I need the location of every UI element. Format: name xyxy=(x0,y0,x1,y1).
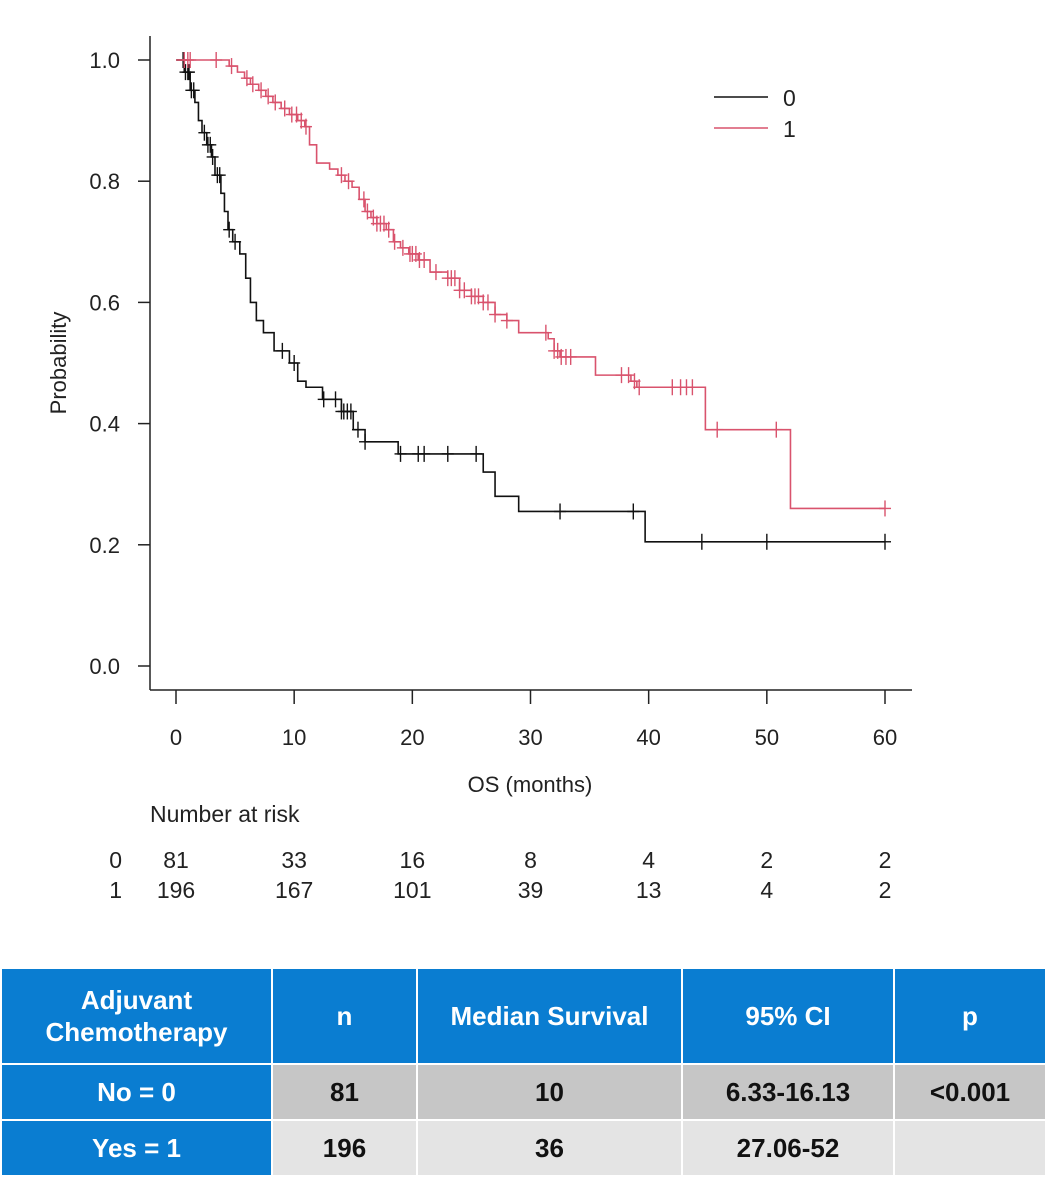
risk-count: 196 xyxy=(157,877,195,903)
header-95-ci: 95% CI xyxy=(681,967,895,1065)
table-header-row: Adjuvant Chemotherapy n Median Survival … xyxy=(0,967,1047,1065)
x-tick-label: 10 xyxy=(282,725,306,750)
y-tick-label: 0.4 xyxy=(89,412,120,437)
y-tick-label: 1.0 xyxy=(89,48,120,73)
chart-axes xyxy=(149,36,912,691)
risk-count: 2 xyxy=(879,847,892,873)
series-group xyxy=(176,52,891,550)
x-ticks: 0 10 20 30 40 50 60 xyxy=(170,690,897,750)
cell-95-ci: 6.33-16.13 xyxy=(681,1063,895,1121)
risk-count: 2 xyxy=(760,847,773,873)
x-tick-label: 60 xyxy=(873,725,897,750)
x-axis-title: OS (months) xyxy=(468,772,593,797)
legend-label-1: 1 xyxy=(783,116,796,142)
risk-group-label-1: 1 xyxy=(109,877,122,903)
cell-n: 81 xyxy=(271,1063,418,1121)
number-at-risk: Number at risk 0 1 81 33 16 8 4 2 2 196 167 101 39… xyxy=(109,801,891,903)
risk-title: Number at risk xyxy=(150,801,300,827)
header-adjuvant-chemotherapy: Adjuvant Chemotherapy xyxy=(0,967,273,1065)
cell-median-survival: 36 xyxy=(416,1119,683,1177)
header-median-survival: Median Survival xyxy=(416,967,683,1065)
x-tick-label: 0 xyxy=(170,725,182,750)
x-tick-label: 50 xyxy=(755,725,779,750)
cell-p: <0.001 xyxy=(893,1063,1047,1121)
header-n: n xyxy=(271,967,418,1065)
risk-group-label-0: 0 xyxy=(109,847,122,873)
risk-count: 16 xyxy=(400,847,426,873)
legend-label-0: 0 xyxy=(783,85,796,111)
x-tick-label: 40 xyxy=(636,725,660,750)
y-tick-label: 0.2 xyxy=(89,533,120,558)
x-tick-label: 30 xyxy=(518,725,542,750)
risk-count: 4 xyxy=(642,847,655,873)
survival-summary-table: Adjuvant Chemotherapy n Median Survival … xyxy=(0,967,1047,1177)
risk-count: 33 xyxy=(281,847,307,873)
y-axis-title: Probability xyxy=(46,312,71,415)
header-p: p xyxy=(893,967,1047,1065)
table-row: No = 0 81 10 6.33-16.13 <0.001 xyxy=(0,1063,1047,1121)
cell-95-ci: 27.06-52 xyxy=(681,1119,895,1177)
risk-count: 13 xyxy=(636,877,662,903)
x-tick-label: 20 xyxy=(400,725,424,750)
table-row: Yes = 1 196 36 27.06-52 xyxy=(0,1119,1047,1177)
risk-count: 8 xyxy=(524,847,537,873)
risk-count: 4 xyxy=(760,877,773,903)
risk-count: 101 xyxy=(393,877,431,903)
y-tick-label: 0.8 xyxy=(89,169,120,194)
legend: 0 1 xyxy=(714,85,796,142)
risk-count: 2 xyxy=(879,877,892,903)
row-label: No = 0 xyxy=(0,1063,273,1121)
cell-n: 196 xyxy=(271,1119,418,1177)
y-tick-label: 0.6 xyxy=(89,290,120,315)
km-chart: 0.00.20.40.60.81.0 0 10 20 30 40 50 60 Probabi… xyxy=(46,36,912,903)
series-0-line xyxy=(176,59,885,543)
row-label: Yes = 1 xyxy=(0,1119,273,1177)
risk-count: 39 xyxy=(518,877,544,903)
risk-count: 167 xyxy=(275,877,313,903)
series-1-line xyxy=(176,59,885,510)
cell-p xyxy=(893,1119,1047,1177)
risk-count: 81 xyxy=(163,847,189,873)
cell-median-survival: 10 xyxy=(416,1063,683,1121)
y-ticks: 0.0 0.2 0.4 0.6 0.8 1.0 xyxy=(89,48,150,679)
y-tick-label: 0.0 xyxy=(89,654,120,679)
